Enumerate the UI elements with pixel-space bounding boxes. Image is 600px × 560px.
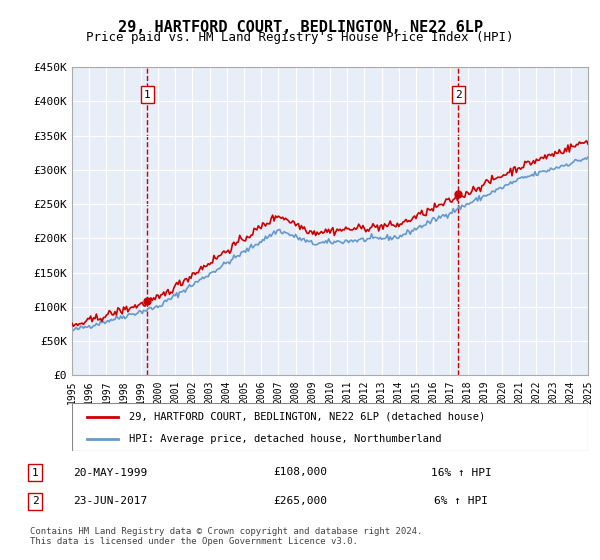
Text: Price paid vs. HM Land Registry's House Price Index (HPI): Price paid vs. HM Land Registry's House … bbox=[86, 31, 514, 44]
Text: Contains HM Land Registry data © Crown copyright and database right 2024.
This d: Contains HM Land Registry data © Crown c… bbox=[30, 526, 422, 546]
Text: 6% ↑ HPI: 6% ↑ HPI bbox=[434, 497, 488, 506]
Text: 23-JUN-2017: 23-JUN-2017 bbox=[73, 497, 147, 506]
FancyBboxPatch shape bbox=[72, 403, 588, 451]
Text: 2: 2 bbox=[32, 497, 38, 506]
Text: 29, HARTFORD COURT, BEDLINGTON, NE22 6LP (detached house): 29, HARTFORD COURT, BEDLINGTON, NE22 6LP… bbox=[129, 412, 485, 422]
Text: 29, HARTFORD COURT, BEDLINGTON, NE22 6LP: 29, HARTFORD COURT, BEDLINGTON, NE22 6LP bbox=[118, 20, 482, 35]
Text: 1: 1 bbox=[144, 90, 151, 100]
Text: HPI: Average price, detached house, Northumberland: HPI: Average price, detached house, Nort… bbox=[129, 434, 441, 444]
Text: £265,000: £265,000 bbox=[273, 497, 327, 506]
Text: £108,000: £108,000 bbox=[273, 468, 327, 478]
Text: 1: 1 bbox=[32, 468, 38, 478]
Text: 20-MAY-1999: 20-MAY-1999 bbox=[73, 468, 147, 478]
Text: 16% ↑ HPI: 16% ↑ HPI bbox=[431, 468, 491, 478]
Text: 2: 2 bbox=[455, 90, 462, 100]
